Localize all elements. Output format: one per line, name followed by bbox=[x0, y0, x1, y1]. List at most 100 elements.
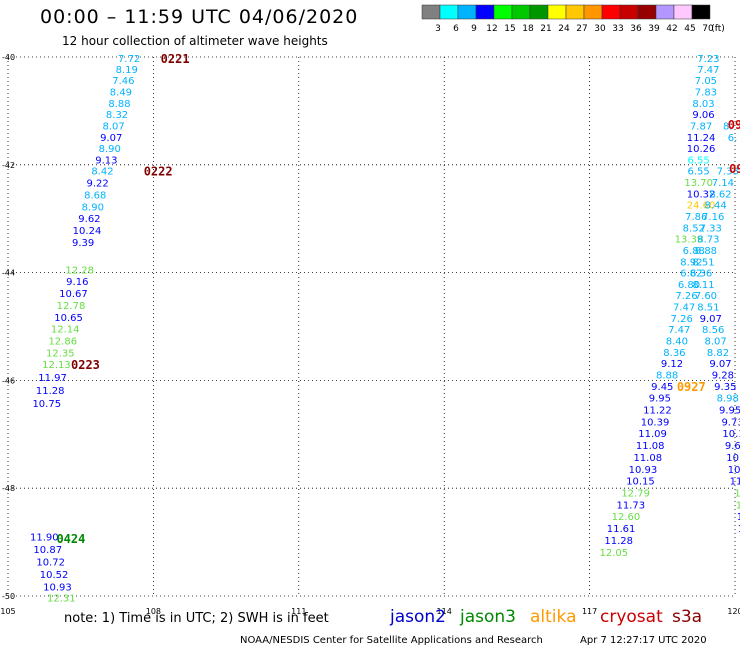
wave-height-label: 7.72 bbox=[118, 54, 140, 65]
color-scale-bar: 3 6 9 12 15 18 21 24 27 30 33 36 39 42 45 70(ft) bbox=[421, 4, 725, 34]
wave-height-label: 6.88 bbox=[683, 246, 705, 257]
color-scale-label: 27 bbox=[576, 24, 587, 34]
wave-height-label: 7.60 bbox=[695, 291, 717, 302]
wave-height-label: 10.87 bbox=[33, 545, 62, 556]
wave-height-label: 10.72 bbox=[36, 558, 65, 569]
wave-height-label: 11.22 bbox=[643, 406, 672, 417]
wave-height-label: 9.73 bbox=[721, 417, 740, 428]
wave-height-label: 8.03 bbox=[692, 99, 714, 110]
wave-height-label: 7.26 bbox=[671, 314, 693, 325]
wave-height-label: 12.13 bbox=[42, 360, 71, 371]
wave-height-label: 11.90 bbox=[30, 533, 59, 544]
wave-height-label: 9.13 bbox=[95, 155, 117, 166]
wave-height-label: 9.60 bbox=[725, 441, 740, 452]
y-tick-label: -44 bbox=[2, 269, 15, 278]
wave-height-label: 13.39 bbox=[675, 235, 704, 246]
wave-height-label: 8.98 bbox=[717, 394, 739, 405]
wave-height-label: 12.78 bbox=[57, 301, 86, 312]
wave-height-label: 9.45 bbox=[651, 382, 673, 393]
wave-height-label: 8.88 bbox=[695, 246, 717, 257]
wave-height-label: 8.88 bbox=[108, 99, 130, 110]
wave-height-label: 9.39 bbox=[72, 238, 94, 249]
wave-height-label: 8.88 bbox=[656, 370, 678, 381]
wave-height-label: 12.60 bbox=[612, 512, 641, 523]
pass-time-label: 0222 bbox=[144, 165, 173, 179]
wave-height-label: 8.82 bbox=[707, 348, 729, 359]
wave-height-label: 10. bbox=[738, 524, 740, 535]
color-scale-label: 3 bbox=[435, 24, 441, 34]
wave-height-label: 12.79 bbox=[621, 489, 650, 500]
wave-height-label: 8.36 bbox=[663, 348, 685, 359]
wave-height-label: 9.07 bbox=[709, 359, 731, 370]
wave-height-label: 12.86 bbox=[48, 337, 77, 348]
wave-height-label: 7.05 bbox=[695, 76, 717, 87]
color-scale-label: 9 bbox=[471, 24, 477, 34]
wave-height-label: 7.33 bbox=[700, 223, 722, 234]
wave-height-label: 9.28 bbox=[712, 370, 734, 381]
wave-height-label: 8.07 bbox=[704, 337, 726, 348]
wave-height-label: 9.95 bbox=[649, 394, 671, 405]
wave-height-label: 9.95 bbox=[719, 406, 740, 417]
wave-height-label: 11.09 bbox=[638, 429, 667, 440]
color-scale-swatch bbox=[691, 4, 711, 20]
satellite-legend-s3a: s3a bbox=[672, 607, 703, 627]
wave-height-label: 10.93 bbox=[43, 582, 72, 593]
wave-height-label: 6.82 bbox=[680, 269, 702, 280]
pass-time-label: 091 bbox=[728, 118, 740, 132]
wave-height-label: 8.62 bbox=[709, 189, 731, 200]
wave-height-label: 12.14 bbox=[51, 325, 80, 336]
wave-height-label: 8.40 bbox=[666, 337, 688, 348]
wave-height-label: 7.23 bbox=[697, 54, 719, 65]
wave-height-label: 8.42 bbox=[91, 167, 113, 178]
wave-height-label: 9.35 bbox=[714, 382, 736, 393]
chart-subtitle: 12 hour collection of altimeter wave hei… bbox=[62, 34, 328, 48]
wave-height-label: 9.06 bbox=[692, 110, 714, 121]
wave-height-label: 8.51 bbox=[697, 303, 719, 314]
wave-height-label: 8.44 bbox=[704, 201, 726, 212]
color-scale-unit: (ft) bbox=[711, 24, 725, 34]
wave-height-label: 6.36 bbox=[690, 269, 712, 280]
x-tick-label: 111 bbox=[291, 607, 306, 616]
wave-height-label: 8.68 bbox=[84, 190, 106, 201]
y-tick-label: -48 bbox=[2, 484, 15, 493]
color-scale-label: 36 bbox=[630, 24, 642, 34]
wave-height-label: 11.0 bbox=[730, 477, 740, 488]
wave-height-label: 8.92 bbox=[680, 257, 702, 268]
wave-height-label: 10.32 bbox=[687, 189, 716, 200]
wave-height-label: 10.65 bbox=[54, 313, 83, 324]
wave-height-label: 7.46 bbox=[112, 76, 134, 87]
color-scale-label: 15 bbox=[504, 24, 515, 34]
color-scale-label: 18 bbox=[522, 24, 534, 34]
wave-height-label: 8.90 bbox=[82, 202, 104, 213]
color-scale-label: 39 bbox=[648, 24, 660, 34]
wave-height-label: 6. bbox=[728, 133, 738, 144]
color-scale-label: 33 bbox=[612, 24, 623, 34]
wave-height-label: 8.07 bbox=[103, 121, 125, 132]
wave-height-label: 12.35 bbox=[46, 348, 75, 359]
wave-height-label: 10.26 bbox=[687, 144, 716, 155]
wave-height-label: 8.90 bbox=[99, 144, 121, 155]
wave-height-label: 8.11 bbox=[692, 280, 714, 291]
wave-height-label: 9.12 bbox=[661, 359, 683, 370]
wave-height-label: 7.33 bbox=[717, 167, 739, 178]
y-tick-label: -40 bbox=[2, 53, 15, 62]
wave-height-label: 7.47 bbox=[673, 303, 695, 314]
wave-height-label: 9.62 bbox=[78, 214, 100, 225]
wave-height-label: 11.08 bbox=[636, 441, 665, 452]
wave-height-label: 10.0 bbox=[726, 453, 740, 464]
wave-height-label: 10.15 bbox=[626, 477, 655, 488]
pass-time-label: 0223 bbox=[71, 358, 100, 372]
wave-height-label: 12.31 bbox=[47, 594, 76, 605]
wave-height-label: 8.32 bbox=[106, 110, 128, 121]
wave-height-label: 11.73 bbox=[616, 500, 645, 511]
wave-height-label: 6.55 bbox=[688, 167, 710, 178]
y-tick-label: -46 bbox=[2, 376, 15, 385]
pass-time-label: 0221 bbox=[161, 52, 190, 66]
wave-height-label: 9.07 bbox=[700, 314, 722, 325]
y-tick-label: -42 bbox=[2, 161, 15, 170]
wave-height-label: 8.19 bbox=[116, 65, 138, 76]
wave-height-label: 7.16 bbox=[702, 212, 724, 223]
wave-height-label: 10.52 bbox=[40, 570, 69, 581]
x-tick-label: 117 bbox=[582, 607, 597, 616]
